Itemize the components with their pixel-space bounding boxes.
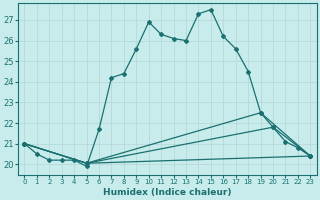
X-axis label: Humidex (Indice chaleur): Humidex (Indice chaleur) — [103, 188, 232, 197]
